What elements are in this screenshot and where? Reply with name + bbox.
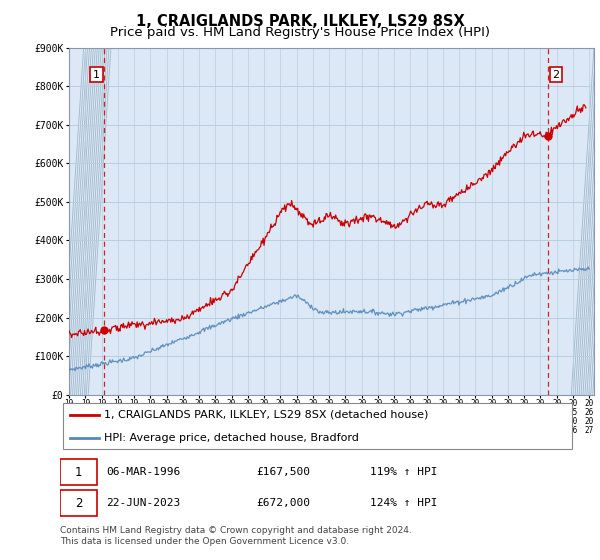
Text: HPI: Average price, detached house, Bradford: HPI: Average price, detached house, Brad… (104, 433, 359, 444)
FancyBboxPatch shape (62, 404, 572, 449)
Text: Price paid vs. HM Land Registry's House Price Index (HPI): Price paid vs. HM Land Registry's House … (110, 26, 490, 39)
Text: £167,500: £167,500 (256, 467, 310, 477)
FancyBboxPatch shape (60, 459, 97, 485)
Text: 06-MAR-1996: 06-MAR-1996 (106, 467, 181, 477)
FancyBboxPatch shape (60, 490, 97, 516)
Text: 2: 2 (553, 69, 560, 80)
Text: 22-JUN-2023: 22-JUN-2023 (106, 498, 181, 508)
Text: 1: 1 (75, 465, 82, 479)
Text: £672,000: £672,000 (256, 498, 310, 508)
Text: 1, CRAIGLANDS PARK, ILKLEY, LS29 8SX (detached house): 1, CRAIGLANDS PARK, ILKLEY, LS29 8SX (de… (104, 410, 428, 420)
Text: 1: 1 (93, 69, 100, 80)
Text: 119% ↑ HPI: 119% ↑ HPI (370, 467, 437, 477)
Text: Contains HM Land Registry data © Crown copyright and database right 2024.
This d: Contains HM Land Registry data © Crown c… (60, 526, 412, 546)
Text: 1, CRAIGLANDS PARK, ILKLEY, LS29 8SX: 1, CRAIGLANDS PARK, ILKLEY, LS29 8SX (136, 14, 464, 29)
Text: 124% ↑ HPI: 124% ↑ HPI (370, 498, 437, 508)
Text: 2: 2 (75, 497, 82, 510)
